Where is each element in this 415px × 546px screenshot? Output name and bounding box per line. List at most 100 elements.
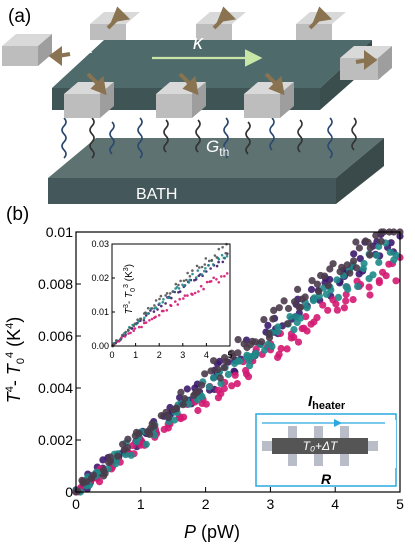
data-point xyxy=(187,281,191,284)
x-tick-label: 3 xyxy=(180,350,185,360)
data-point xyxy=(334,293,342,301)
y-tick-label: 0.008 xyxy=(38,276,73,292)
data-point xyxy=(220,364,228,372)
data-point xyxy=(264,321,272,329)
data-point xyxy=(179,279,182,283)
data-point xyxy=(234,336,242,344)
data-point xyxy=(326,275,334,284)
data-point xyxy=(342,283,350,291)
data-point xyxy=(213,254,217,257)
data-point xyxy=(194,387,202,395)
data-point xyxy=(233,380,241,388)
y-axis-label: T4- T04 (K4) xyxy=(4,317,27,404)
data-point xyxy=(303,304,311,312)
data-point xyxy=(209,280,213,283)
data-point xyxy=(333,306,341,314)
data-point xyxy=(150,307,154,310)
data-point xyxy=(329,296,337,304)
data-point xyxy=(165,292,169,295)
data-point xyxy=(144,321,148,324)
data-point xyxy=(160,304,163,308)
x-tick-label: 5 xyxy=(227,350,232,360)
data-point xyxy=(313,314,321,322)
y-tick-label: 0.004 xyxy=(38,380,73,396)
data-point xyxy=(359,264,367,273)
data-point xyxy=(201,370,209,378)
data-point xyxy=(170,296,173,300)
data-point xyxy=(133,327,137,330)
data-point xyxy=(366,244,374,252)
kappa-label: κ xyxy=(193,32,204,54)
resistor-label: R xyxy=(321,471,332,487)
data-point xyxy=(165,309,169,312)
data-point xyxy=(88,474,96,482)
x-tick-label: 5 xyxy=(396,496,404,512)
data-point xyxy=(194,406,202,415)
heater-schematic xyxy=(255,413,397,487)
data-point xyxy=(222,358,230,366)
data-point xyxy=(133,322,137,325)
data-point xyxy=(240,340,248,348)
data-point xyxy=(202,287,205,291)
data-point xyxy=(181,395,189,403)
data-point xyxy=(261,346,269,354)
data-point xyxy=(149,309,152,312)
bath-block xyxy=(48,138,384,204)
gout-arrows xyxy=(48,6,378,96)
data-point xyxy=(324,281,332,289)
data-point xyxy=(343,261,351,269)
panel-b-label: (b) xyxy=(6,204,30,225)
x-tick-label: 3 xyxy=(267,496,275,512)
data-point xyxy=(137,325,141,329)
data-point xyxy=(196,269,200,272)
data-point xyxy=(224,370,232,378)
y-tick-label: 0.006 xyxy=(38,328,73,344)
data-point xyxy=(215,264,219,268)
y-tick-label: 0.002 xyxy=(38,432,73,448)
thermal-model-diagram: BATH xyxy=(2,6,392,204)
data-point xyxy=(294,338,303,346)
data-point xyxy=(214,366,222,374)
data-point xyxy=(244,373,253,381)
data-point xyxy=(126,328,130,332)
data-point xyxy=(291,298,299,306)
data-point xyxy=(146,306,150,310)
data-point xyxy=(124,330,128,334)
data-point xyxy=(260,316,268,324)
data-point xyxy=(200,265,204,269)
data-point xyxy=(173,405,181,413)
data-point xyxy=(183,284,186,288)
main-series-points xyxy=(72,228,404,496)
data-point xyxy=(386,248,394,256)
data-point xyxy=(156,308,159,311)
data-point xyxy=(246,362,254,370)
data-point xyxy=(274,323,282,331)
data-point xyxy=(340,304,348,312)
inset-series-points xyxy=(111,242,229,348)
data-point xyxy=(366,291,374,299)
data-point xyxy=(186,294,189,297)
data-point xyxy=(220,275,223,278)
data-point xyxy=(275,304,283,312)
data-point xyxy=(205,383,213,391)
data-point xyxy=(183,385,191,393)
data-point xyxy=(132,329,135,332)
data-point xyxy=(355,244,363,252)
y-tick-label: 0 xyxy=(65,484,73,500)
x-tick-label: 0 xyxy=(109,350,114,360)
data-point xyxy=(251,338,259,346)
data-point xyxy=(350,250,358,258)
data-point xyxy=(132,324,136,328)
data-point xyxy=(309,297,318,305)
inset-plot-frame xyxy=(111,243,231,347)
data-point xyxy=(177,388,185,396)
data-point xyxy=(222,256,226,260)
data-point xyxy=(329,260,337,268)
data-point xyxy=(164,302,167,305)
data-point xyxy=(377,237,385,245)
data-point xyxy=(290,326,298,334)
data-point xyxy=(290,333,298,341)
data-point xyxy=(144,311,147,314)
data-point xyxy=(177,415,185,423)
data-point xyxy=(223,274,226,278)
